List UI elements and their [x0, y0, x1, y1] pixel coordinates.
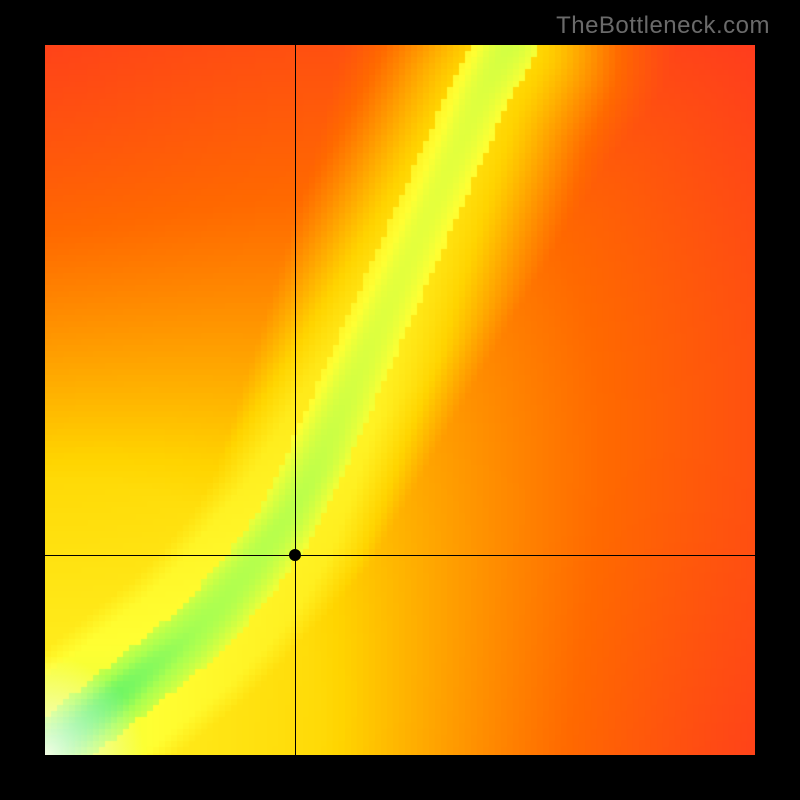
crosshair-vertical	[295, 45, 296, 755]
watermark-text: TheBottleneck.com	[556, 12, 770, 40]
crosshair-horizontal	[45, 555, 755, 556]
bottleneck-heatmap	[45, 45, 755, 755]
heatmap-canvas	[45, 45, 755, 755]
data-point-marker	[289, 549, 301, 561]
